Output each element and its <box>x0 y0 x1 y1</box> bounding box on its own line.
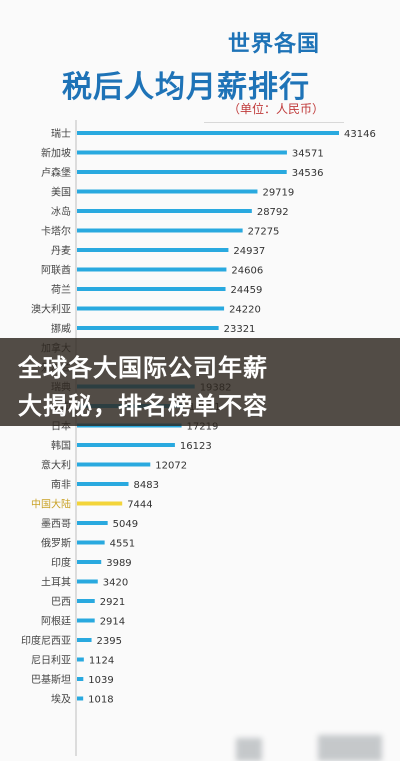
bar <box>77 248 229 252</box>
category-label: 印度 <box>51 556 71 569</box>
bar <box>77 560 102 564</box>
category-label: 挪威 <box>51 322 71 335</box>
category-label: 巴西 <box>51 596 71 608</box>
value-label: 2921 <box>100 597 125 608</box>
category-label: 卡塔尔 <box>41 225 71 238</box>
category-label: 意大利 <box>41 459 71 472</box>
category-label: 尼日利亚 <box>31 655 71 667</box>
category-label: 南非 <box>51 478 71 491</box>
category-label: 冰岛 <box>51 205 71 218</box>
bar <box>77 443 175 447</box>
value-label: 28792 <box>257 207 289 218</box>
chart-subtitle: 世界各国 <box>228 32 321 57</box>
chart-title: 税后人均月薪排行 <box>62 70 310 105</box>
value-label: 3989 <box>106 558 131 569</box>
value-label: 1124 <box>89 656 114 667</box>
value-label: 2914 <box>100 617 125 628</box>
value-label: 29719 <box>262 188 294 199</box>
blurred-region <box>318 735 382 761</box>
bar-chart: 瑞士 43146 新加坡 34571 卢森堡 34536 美国 29719 冰岛 28792 卡塔尔… <box>21 120 376 756</box>
value-label: 27275 <box>248 227 280 238</box>
value-label: 43146 <box>344 129 376 140</box>
value-label: 24459 <box>231 285 263 296</box>
divider <box>204 122 344 123</box>
bar <box>77 131 339 135</box>
category-label: 巴基斯坦 <box>31 673 71 686</box>
category-label: 澳大利亚 <box>31 303 71 316</box>
bar <box>77 209 252 213</box>
value-label: 24220 <box>229 305 261 316</box>
bar <box>77 189 258 194</box>
category-label: 韩国 <box>51 439 71 452</box>
category-label: 阿联酋 <box>41 264 71 277</box>
value-label: 1039 <box>88 675 113 686</box>
headline-line-2: 大揭秘，排名榜单不容 <box>18 392 268 420</box>
bar <box>77 638 92 642</box>
value-label: 8483 <box>134 480 159 491</box>
value-label: 7444 <box>127 500 152 511</box>
category-label: 荷兰 <box>51 283 71 296</box>
category-label: 埃及 <box>51 693 71 706</box>
value-label: 34536 <box>292 168 324 179</box>
category-label: 丹麦 <box>51 245 71 257</box>
bar <box>77 287 226 291</box>
headline-banner: 全球各大国际公司年薪 大揭秘，排名榜单不容 <box>0 338 400 426</box>
bar <box>77 228 243 233</box>
value-label: 34571 <box>292 149 324 160</box>
category-label: 卢森堡 <box>41 166 71 179</box>
bar <box>77 462 151 467</box>
value-label: 23321 <box>224 324 256 335</box>
bar <box>77 306 225 311</box>
value-label: 3420 <box>103 578 128 589</box>
value-label: 17219 <box>187 422 219 433</box>
bar <box>77 521 108 525</box>
bar <box>77 150 287 155</box>
bar <box>77 482 129 486</box>
category-label: 印度尼西亚 <box>21 634 71 647</box>
value-label: 4551 <box>110 539 135 550</box>
bar <box>77 696 84 701</box>
value-label: 24606 <box>231 266 263 277</box>
category-label: 美国 <box>51 186 71 199</box>
value-label: 2395 <box>97 636 122 647</box>
value-label: 16123 <box>180 441 212 452</box>
blurred-region <box>236 738 262 761</box>
headline-line-1: 全球各大国际公司年薪 <box>18 354 268 382</box>
bar <box>77 540 105 545</box>
bar <box>77 267 227 272</box>
category-label: 俄罗斯 <box>41 537 71 550</box>
category-label: 墨西哥 <box>41 518 71 530</box>
value-label: 5049 <box>113 519 138 530</box>
value-label: 1018 <box>88 695 113 706</box>
bar <box>77 677 84 681</box>
bar <box>77 618 95 623</box>
bar <box>77 170 287 174</box>
category-label: 新加坡 <box>41 147 71 160</box>
value-label: 12072 <box>155 461 187 472</box>
bar <box>77 501 123 506</box>
category-label: 土耳其 <box>41 576 71 589</box>
category-label: 中国大陆 <box>31 498 71 511</box>
bar <box>77 326 219 330</box>
bar <box>77 579 98 584</box>
bar <box>77 657 84 662</box>
category-label: 瑞士 <box>51 127 71 140</box>
bar <box>77 599 95 603</box>
value-label: 24937 <box>233 246 265 257</box>
category-label: 阿根廷 <box>41 615 71 628</box>
unit-label: （单位：人民币） <box>228 102 325 116</box>
